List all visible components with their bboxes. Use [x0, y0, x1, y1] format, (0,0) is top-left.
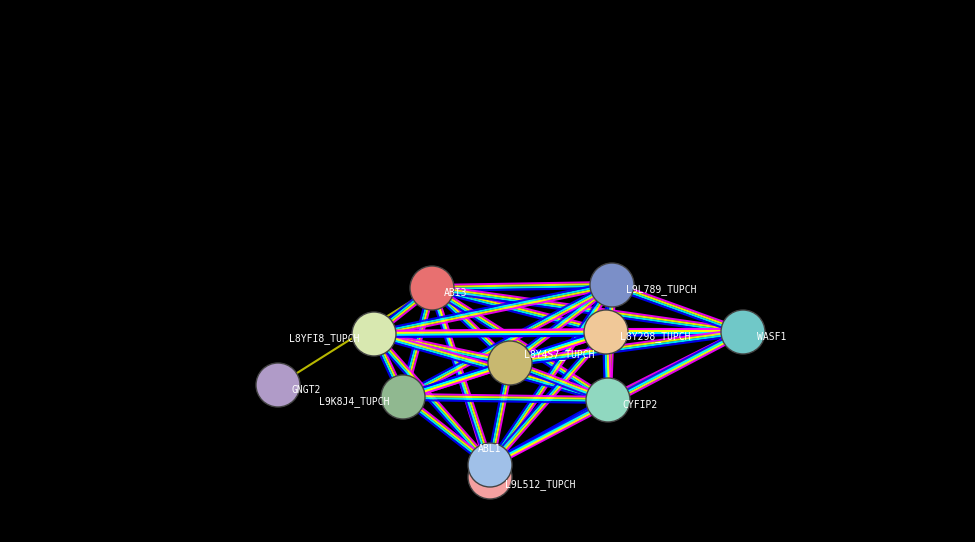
- Text: ABI3: ABI3: [444, 288, 467, 298]
- Circle shape: [586, 378, 630, 422]
- Circle shape: [381, 375, 425, 419]
- Text: WASF1: WASF1: [757, 332, 787, 342]
- Circle shape: [352, 312, 396, 356]
- Text: GNGT2: GNGT2: [292, 385, 322, 395]
- Circle shape: [590, 263, 634, 307]
- Text: L9K8J4_TUPCH: L9K8J4_TUPCH: [319, 397, 389, 408]
- Text: L8Y4S7_TUPCH: L8Y4S7_TUPCH: [524, 350, 595, 360]
- Text: L9L512_TUPCH: L9L512_TUPCH: [505, 480, 575, 491]
- Text: L8YFI8_TUPCH: L8YFI8_TUPCH: [290, 333, 360, 345]
- Text: L9L789_TUPCH: L9L789_TUPCH: [626, 285, 696, 295]
- Circle shape: [256, 363, 300, 407]
- Circle shape: [488, 341, 532, 385]
- Circle shape: [584, 310, 628, 354]
- Text: CYFIP2: CYFIP2: [622, 400, 657, 410]
- Circle shape: [468, 455, 512, 499]
- Circle shape: [410, 266, 454, 310]
- Circle shape: [721, 310, 765, 354]
- Text: L8Y298_TUPCH: L8Y298_TUPCH: [620, 332, 690, 343]
- Text: ABL1: ABL1: [479, 444, 502, 454]
- Circle shape: [468, 443, 512, 487]
